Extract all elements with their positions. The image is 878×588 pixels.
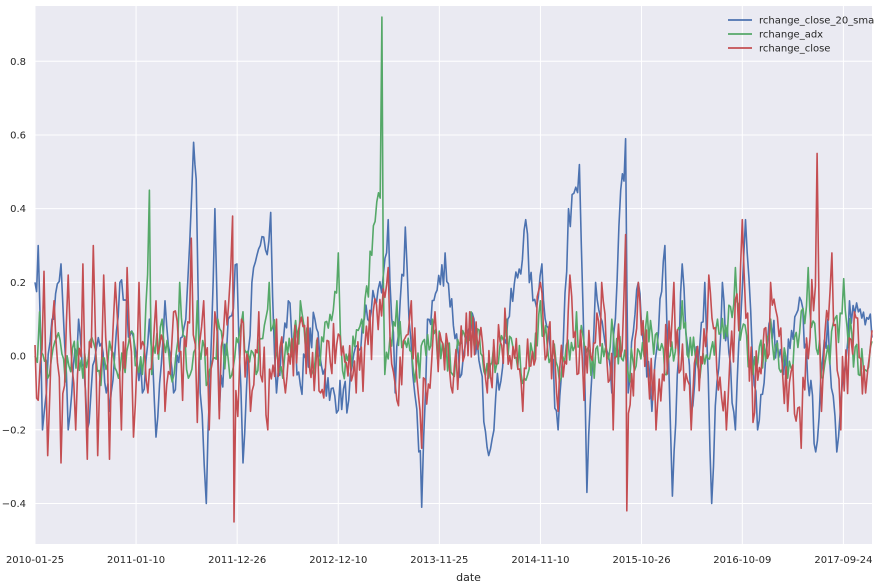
legend-label: rchange_close_20_sma bbox=[759, 16, 874, 27]
x-tick-labels: 2010-01-25 2011-01-10 2011-12-26 2012-12-10… bbox=[6, 555, 873, 566]
y-tick-labels: −0.4 −0.2 0.0 0.2 0.4 0.6 0.8 bbox=[2, 57, 26, 510]
x-tick-label: 2014-11-10 bbox=[511, 555, 569, 566]
legend-label: rchange_adx bbox=[759, 30, 823, 41]
x-tick-label: 2012-12-10 bbox=[309, 555, 367, 566]
legend-label: rchange_close bbox=[759, 44, 830, 55]
y-tick-label: 0.0 bbox=[10, 352, 26, 363]
x-tick-label: 2010-01-25 bbox=[6, 555, 64, 566]
y-tick-label: −0.4 bbox=[2, 499, 26, 510]
x-tick-label: 2011-12-26 bbox=[208, 555, 266, 566]
y-tick-label: 0.2 bbox=[10, 278, 26, 289]
x-tick-label: 2015-10-26 bbox=[612, 555, 670, 566]
y-tick-label: 0.4 bbox=[10, 204, 26, 215]
y-tick-label: 0.8 bbox=[10, 57, 26, 68]
x-tick-label: 2016-10-09 bbox=[713, 555, 771, 566]
x-axis-title: date bbox=[456, 571, 481, 584]
y-tick-label: −0.2 bbox=[2, 425, 26, 436]
x-tick-label: 2011-01-10 bbox=[107, 555, 165, 566]
x-tick-label: 2013-11-25 bbox=[410, 555, 468, 566]
plot-area bbox=[35, 6, 872, 544]
x-tick-label: 2017-09-24 bbox=[814, 555, 872, 566]
y-tick-label: 0.6 bbox=[10, 130, 26, 141]
series-line-rchange_close bbox=[34, 152, 873, 523]
series-layer bbox=[34, 16, 873, 523]
legend: rchange_close_20_sma rchange_adx rchange_c… bbox=[728, 16, 874, 55]
